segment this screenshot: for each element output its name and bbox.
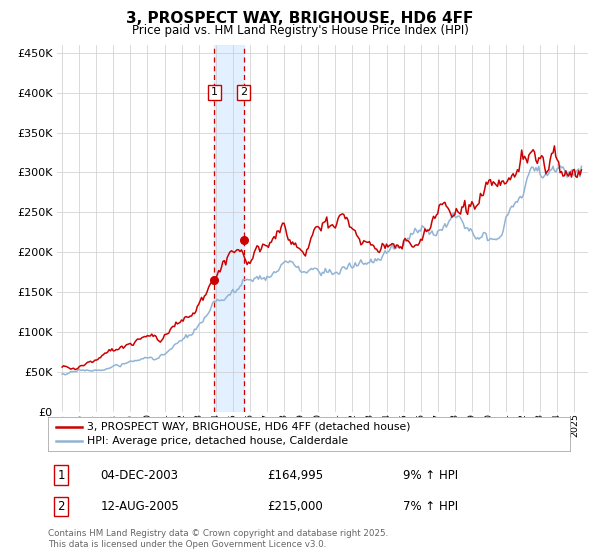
Text: 1: 1 bbox=[211, 87, 218, 97]
Text: £215,000: £215,000 bbox=[267, 500, 323, 513]
Text: Price paid vs. HM Land Registry's House Price Index (HPI): Price paid vs. HM Land Registry's House … bbox=[131, 24, 469, 36]
Bar bbox=[214, 45, 244, 412]
Text: £164,995: £164,995 bbox=[267, 469, 323, 482]
Text: 2: 2 bbox=[58, 500, 65, 513]
Text: Contains HM Land Registry data © Crown copyright and database right 2025.
This d: Contains HM Land Registry data © Crown c… bbox=[48, 529, 388, 549]
Text: 3, PROSPECT WAY, BRIGHOUSE, HD6 4FF: 3, PROSPECT WAY, BRIGHOUSE, HD6 4FF bbox=[127, 11, 473, 26]
Text: 04-DEC-2003: 04-DEC-2003 bbox=[100, 469, 178, 482]
Text: 7% ↑ HPI: 7% ↑ HPI bbox=[403, 500, 458, 513]
Text: HPI: Average price, detached house, Calderdale: HPI: Average price, detached house, Cald… bbox=[87, 436, 348, 446]
Text: 12-AUG-2005: 12-AUG-2005 bbox=[100, 500, 179, 513]
Text: 2: 2 bbox=[240, 87, 247, 97]
Text: 1: 1 bbox=[58, 469, 65, 482]
Text: 9% ↑ HPI: 9% ↑ HPI bbox=[403, 469, 458, 482]
Text: 3, PROSPECT WAY, BRIGHOUSE, HD6 4FF (detached house): 3, PROSPECT WAY, BRIGHOUSE, HD6 4FF (det… bbox=[87, 422, 410, 432]
